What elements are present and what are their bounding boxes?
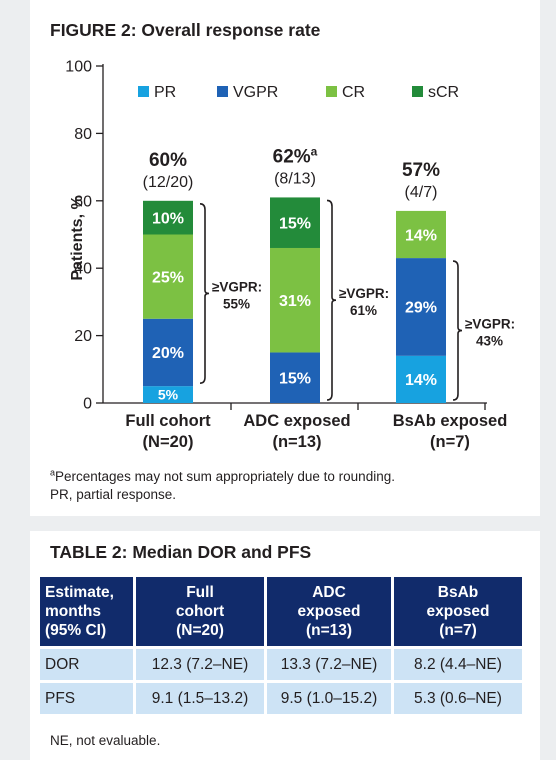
category-label: BsAb exposed [393, 412, 508, 430]
legend-swatch-cr [326, 86, 337, 97]
table-row-dor: DOR 12.3 (7.2–NE) 13.3 (7.2–NE) 8.2 (4.4… [40, 649, 522, 680]
legend-label-scr: sCR [428, 84, 459, 101]
figure-panel: FIGURE 2: Overall response rate 0 20 40 60 8… [30, 0, 540, 516]
category-sublabel: (n=13) [272, 433, 321, 451]
table-cell: 12.3 (7.2–NE) [136, 649, 264, 680]
bar-value-label: 5% [158, 387, 179, 403]
bar-segment-cr [143, 234, 193, 319]
table-cell: 8.2 (4.4–NE) [394, 649, 522, 680]
bar-segment-cr [270, 247, 320, 353]
total-percent-label: 60% [149, 150, 187, 171]
vgpr-label: ≥VGPR: [465, 317, 515, 332]
category-sublabel: (n=7) [430, 433, 470, 451]
legend-swatch-vgpr [217, 86, 228, 97]
category-label: ADC exposed [243, 412, 350, 430]
table-cell: 5.3 (0.6–NE) [394, 683, 522, 714]
bar-value-label: 25% [152, 269, 184, 286]
bar-value-label: 15% [279, 215, 311, 232]
table-row-pfs: PFS 9.1 (1.5–13.2) 9.5 (1.0–15.2) 5.3 (0… [40, 683, 522, 714]
total-count-label: (12/20) [143, 174, 194, 191]
bar-segment-scr [270, 197, 320, 248]
footnote-pr: PR, partial response. [50, 487, 177, 502]
category-label: Full cohort [125, 412, 211, 430]
table-cell: 9.1 (1.5–13.2) [136, 683, 264, 714]
header-adc-exposed: ADC exposed (n=13) [267, 577, 391, 646]
dor-pfs-table: Estimate, months (95% CI) Full cohort (N=20)… [37, 574, 525, 717]
y-tick-label: 20 [74, 328, 92, 345]
footnote-rounding: aPercentages may not sum appropriately d… [50, 468, 395, 486]
figure-footnote: aPercentages may not sum appropriately d… [50, 468, 395, 504]
y-tick-label: 80 [74, 126, 92, 143]
legend-label-cr: CR [342, 84, 365, 101]
bar-segment-pr [143, 386, 193, 403]
total-percent-label: 62%a [273, 144, 318, 167]
table-title: TABLE 2: Median DOR and PFS [50, 542, 312, 562]
header-estimate: Estimate, months (95% CI) [40, 577, 133, 646]
vgpr-bracket [199, 203, 210, 384]
bar-value-label: 10% [152, 210, 184, 227]
footnote-marker: a [50, 467, 56, 478]
bar-segment-vgpr [143, 318, 193, 387]
header-bsab-exposed: BsAb exposed (n=7) [394, 577, 522, 646]
y-tick-label: 100 [65, 59, 92, 76]
table-panel: TABLE 2: Median DOR and PFS Estimate, mon… [30, 531, 540, 760]
table-cell: 9.5 (1.0–15.2) [267, 683, 391, 714]
table-cell: DOR [40, 649, 133, 680]
total-count-label: (8/13) [274, 170, 316, 187]
vgpr-value: 43% [476, 334, 503, 349]
bar-segment-vgpr [396, 258, 446, 356]
y-tick-label: 60 [74, 193, 92, 210]
legend-label-pr: PR [154, 84, 176, 101]
category-sublabel: (N=20) [143, 433, 194, 451]
y-axis-label: Patients, % [69, 195, 86, 280]
bar-segment-scr [143, 200, 193, 235]
bar-value-label: 29% [405, 300, 437, 317]
legend-swatch-pr [138, 86, 149, 97]
bar-segment-cr [396, 210, 446, 259]
bar-segment-vgpr [270, 352, 320, 403]
table-cell: 13.3 (7.2–NE) [267, 649, 391, 680]
bar-value-label: 15% [279, 370, 311, 387]
bar-value-label: 14% [405, 227, 437, 244]
total-percent-label: 57% [402, 160, 440, 181]
vgpr-label: ≥VGPR: [339, 286, 389, 301]
bar-value-label: 14% [405, 372, 437, 389]
bar-segment-pr [396, 355, 446, 403]
vgpr-label: ≥VGPR: [212, 279, 262, 294]
vgpr-bracket [452, 260, 463, 401]
table-cell: PFS [40, 683, 133, 714]
table-header-row: Estimate, months (95% CI) Full cohort (N=20)… [40, 577, 522, 646]
bar-value-label: 20% [152, 345, 184, 362]
legend-label-vgpr: VGPR [233, 84, 278, 101]
legend-swatch-scr [412, 86, 423, 97]
bar-value-label: 31% [279, 293, 311, 310]
header-full-cohort: Full cohort (N=20) [136, 577, 264, 646]
vgpr-bracket [326, 199, 337, 401]
table-footnote: NE, not evaluable. [50, 733, 161, 748]
vgpr-value: 55% [223, 296, 250, 311]
vgpr-value: 61% [350, 303, 377, 318]
footnote-rounding-text: Percentages may not sum appropriately du… [55, 469, 395, 484]
y-tick-label: 0 [83, 396, 92, 413]
figure-title: FIGURE 2: Overall response rate [50, 20, 321, 40]
total-count-label: (4/7) [405, 184, 438, 201]
response-rate-chart: 0 20 40 60 80 100 Patients, % PR VGPR CR sCR 5% 20% 2… [65, 59, 515, 452]
y-tick-label: 40 [74, 261, 92, 278]
